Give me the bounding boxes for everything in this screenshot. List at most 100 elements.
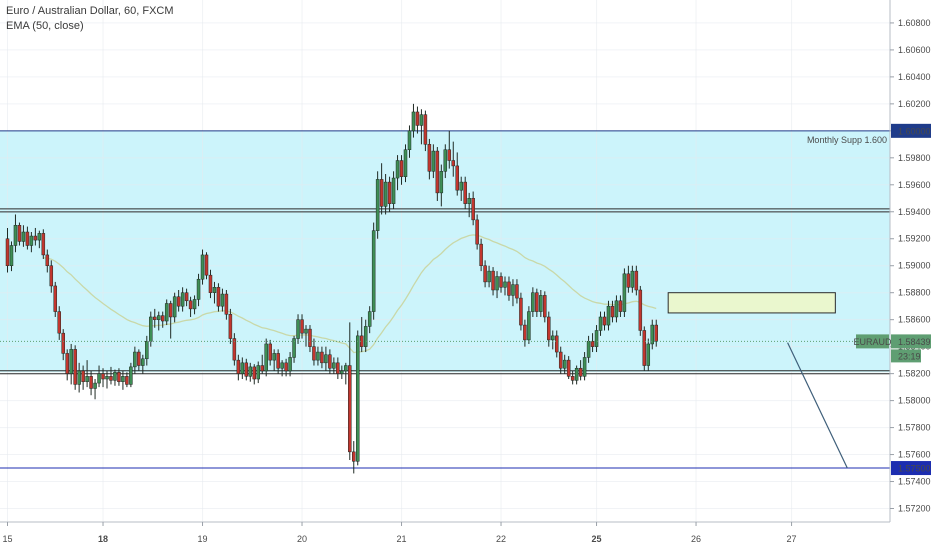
candle-down xyxy=(523,324,527,341)
candle-up xyxy=(77,370,81,385)
candle-up xyxy=(467,198,471,204)
candle-up xyxy=(21,231,26,242)
candle-up xyxy=(459,181,463,191)
candle-down xyxy=(547,316,551,341)
candle-down xyxy=(57,311,61,334)
candle-down xyxy=(5,238,10,266)
candle-up xyxy=(29,235,34,246)
candle-down xyxy=(515,284,519,299)
current-price-tag xyxy=(891,334,931,349)
candle-down xyxy=(320,351,324,364)
candle-up xyxy=(551,335,555,341)
candle-up xyxy=(539,295,543,312)
time-tick-label: 25 xyxy=(592,534,602,544)
candle-down xyxy=(435,150,440,194)
candle-down xyxy=(160,315,165,322)
symbol-tag-text: EURAUD xyxy=(853,337,892,347)
candle-down xyxy=(276,353,280,369)
price-tick-label: 1.59000 xyxy=(898,261,931,271)
price-tick-label: 1.58600 xyxy=(898,315,931,325)
candle-down xyxy=(499,276,503,288)
candle-up xyxy=(105,376,109,380)
candle-up xyxy=(395,160,400,179)
candle-down xyxy=(308,328,312,347)
candle-down xyxy=(268,343,272,361)
drawings xyxy=(0,292,890,469)
candle-down xyxy=(176,296,181,307)
time-tick-label: 27 xyxy=(787,534,797,544)
candle-up xyxy=(574,367,579,381)
time-tick-label: 15 xyxy=(2,534,12,544)
candle-up xyxy=(403,149,408,177)
candle-down xyxy=(519,297,523,326)
price-tick-label: 1.60400 xyxy=(898,72,931,82)
candle-up xyxy=(280,362,284,369)
candle-down xyxy=(654,324,658,342)
candle-down xyxy=(399,160,404,177)
candle-down xyxy=(618,300,623,312)
candle-up xyxy=(180,292,185,307)
candle-down xyxy=(447,149,452,161)
indicator-label: EMA (50, close) xyxy=(6,20,84,32)
current-price-tag-text: 1.58439 xyxy=(898,337,931,347)
time-tick-label: 21 xyxy=(397,534,407,544)
price-tick-label: 1.57400 xyxy=(898,477,931,487)
candle-down xyxy=(535,292,539,312)
candle-down xyxy=(427,144,432,172)
candle-up xyxy=(439,171,444,194)
candle-up xyxy=(69,349,73,374)
candle-up xyxy=(594,330,599,347)
price-tick-label: 1.58800 xyxy=(898,288,931,298)
candle-up xyxy=(646,343,651,366)
candle-down xyxy=(224,293,229,315)
candle-down xyxy=(25,231,30,246)
candle-down xyxy=(455,165,459,191)
candle-up xyxy=(630,270,635,288)
candle-down xyxy=(81,370,85,382)
candle-down xyxy=(125,376,129,385)
candle-down xyxy=(228,314,233,339)
candle-up xyxy=(340,370,344,374)
candle-up xyxy=(196,278,201,300)
candle-up xyxy=(324,354,328,364)
candle-up xyxy=(129,366,133,385)
candle-down xyxy=(387,181,392,204)
price-axis-bg xyxy=(890,0,932,550)
candle-up xyxy=(149,316,153,342)
candle-up xyxy=(419,114,424,126)
candle-up xyxy=(586,341,591,358)
candles xyxy=(5,103,658,474)
candle-up xyxy=(332,362,336,369)
candle-up xyxy=(37,233,42,241)
supply-zone xyxy=(667,292,836,314)
candle-up xyxy=(145,341,149,360)
candle-down xyxy=(65,353,69,374)
candle-down xyxy=(423,114,428,145)
price-tick-label: 1.58200 xyxy=(898,369,931,379)
time-tick-label: 22 xyxy=(496,534,506,544)
candle-down xyxy=(328,354,332,369)
candle-up xyxy=(622,273,627,312)
candle-down xyxy=(216,287,221,307)
candle-up xyxy=(650,324,655,345)
candle-up xyxy=(97,373,101,384)
candle-up xyxy=(85,376,89,382)
candle-up xyxy=(598,316,603,331)
candle-up xyxy=(531,292,535,312)
candle-down xyxy=(379,179,384,207)
candle-down xyxy=(626,273,631,288)
candle-up xyxy=(264,343,268,372)
candle-up xyxy=(212,287,217,293)
candle-up xyxy=(156,315,161,320)
candle-up xyxy=(443,149,448,172)
candle-down xyxy=(336,362,340,374)
candle-up xyxy=(367,311,372,327)
candle-up xyxy=(606,305,611,326)
candle-down xyxy=(352,451,356,462)
candle-down xyxy=(479,243,483,266)
time-axis-bg xyxy=(0,522,932,550)
candle-down xyxy=(554,335,559,353)
candle-down xyxy=(184,292,189,302)
candle-up xyxy=(256,365,260,380)
